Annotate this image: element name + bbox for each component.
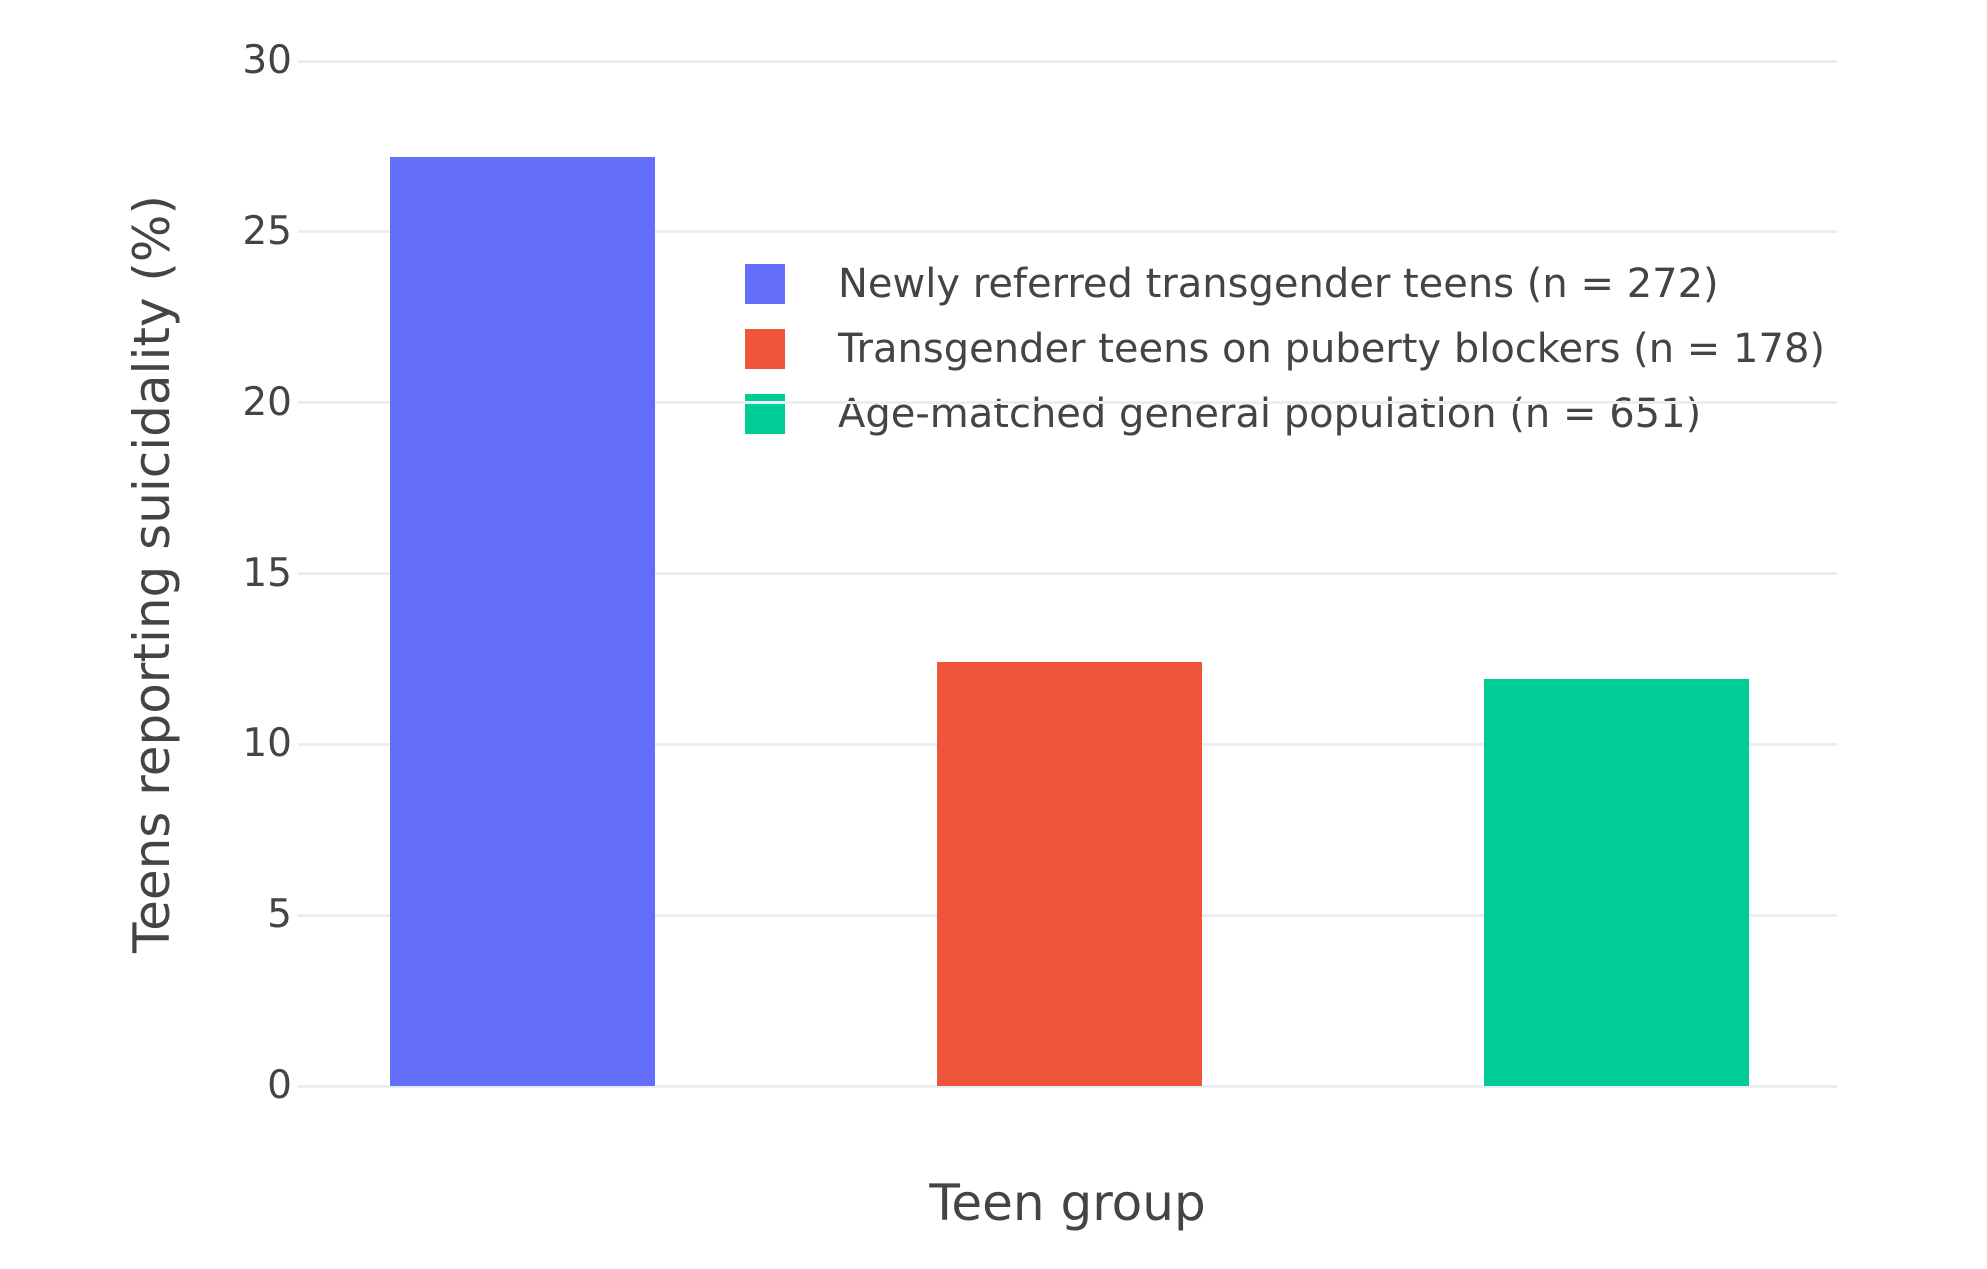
legend-label: Transgender teens on puberty blockers (n… (838, 326, 1825, 372)
y-tick-label-20: 20 (242, 379, 292, 425)
y-axis-title: Teens reporting suicidality (%) (123, 194, 181, 953)
legend-swatch-icon (745, 394, 785, 434)
y-tick-label-30: 30 (242, 38, 292, 83)
gridline-y-30 (298, 59, 1837, 63)
legend-swatch-icon (745, 264, 785, 304)
x-axis-title: Teen group (929, 1174, 1206, 1232)
bar-2[interactable] (936, 662, 1202, 1086)
legend-item-2[interactable]: Transgender teens on puberty blockers (n… (745, 327, 1825, 371)
legend-label: Age-matched general population (n = 651) (838, 391, 1702, 437)
legend-label: Newly referred transgender teens (n = 27… (838, 261, 1719, 307)
y-tick-label-0: 0 (267, 1063, 292, 1108)
y-tick-label-15: 15 (242, 550, 292, 596)
y-tick-label-10: 10 (242, 721, 292, 767)
legend-item-3[interactable]: Age-matched general population (n = 651) (745, 392, 1701, 436)
y-tick-label-25: 25 (242, 208, 292, 254)
bar-1[interactable] (390, 156, 656, 1086)
legend-item-1[interactable]: Newly referred transgender teens (n = 27… (745, 262, 1719, 306)
bar-3[interactable] (1484, 679, 1750, 1086)
legend-swatch-icon (745, 329, 785, 369)
y-tick-label-5: 5 (267, 892, 292, 938)
